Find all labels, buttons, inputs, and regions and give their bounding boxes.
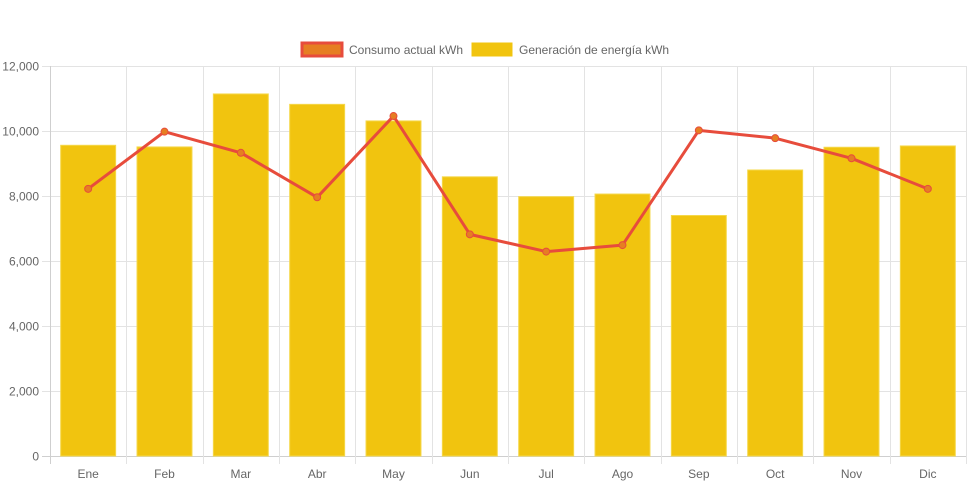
bar-feb[interactable] [136, 146, 193, 457]
bar-jul[interactable] [518, 196, 575, 457]
y-tick-label: 6,000 [9, 255, 39, 269]
y-tick-label: 2,000 [9, 385, 39, 399]
bar-sep[interactable] [670, 215, 727, 457]
point-dic[interactable] [923, 184, 932, 193]
x-tick-label: Oct [766, 467, 785, 481]
x-tick-label: Dic [919, 467, 936, 481]
x-tick-label: Nov [841, 467, 862, 481]
consumo-line [87, 114, 929, 254]
point-feb[interactable] [160, 127, 169, 136]
line-series-consumo [84, 112, 932, 256]
bar-series-generacion [60, 93, 956, 457]
x-tick-label: Sep [688, 467, 710, 481]
y-tick-label: 4,000 [9, 320, 39, 334]
bar-oct[interactable] [747, 169, 804, 457]
legend: Consumo actual kWh Generación de energía… [300, 41, 669, 58]
x-tick-label: Jul [538, 467, 553, 481]
x-tick-label: Feb [154, 467, 175, 481]
point-mar[interactable] [236, 148, 245, 157]
point-oct[interactable] [771, 134, 780, 143]
legend-item-generacion[interactable]: Generación de energía kWh [471, 42, 669, 57]
y-axis: 0 2,000 4,000 6,000 8,000 10,000 12,000 [2, 60, 39, 464]
y-tick-label: 8,000 [9, 190, 39, 204]
legend-swatch-consumo [300, 41, 344, 58]
x-tick-label: Mar [230, 467, 251, 481]
bar-ago[interactable] [594, 193, 651, 457]
x-axis: Ene Feb Mar Abr May Jun Jul Ago Sep Oct Nov Dic [77, 467, 936, 481]
bar-ene[interactable] [60, 144, 117, 457]
point-ene[interactable] [84, 184, 93, 193]
y-tick-label: 10,000 [2, 125, 39, 139]
x-tick-label: Ago [612, 467, 634, 481]
point-may[interactable] [389, 112, 398, 121]
point-sep[interactable] [694, 126, 703, 135]
legend-swatch-generacion [471, 42, 513, 57]
x-tick-label: May [382, 467, 405, 481]
point-jul[interactable] [542, 247, 551, 256]
x-tick-label: Abr [308, 467, 327, 481]
legend-item-consumo[interactable]: Consumo actual kWh [300, 41, 463, 58]
grid [42, 66, 967, 464]
point-abr[interactable] [313, 193, 322, 202]
point-ago[interactable] [618, 241, 627, 250]
x-tick-label: Jun [460, 467, 479, 481]
bar-abr[interactable] [289, 103, 346, 457]
y-tick-label: 12,000 [2, 60, 39, 74]
bar-jun[interactable] [441, 176, 498, 457]
bar-nov[interactable] [823, 146, 880, 457]
point-jun[interactable] [465, 230, 474, 239]
bar-may[interactable] [365, 120, 422, 457]
legend-label-consumo: Consumo actual kWh [349, 43, 463, 57]
bar-dic[interactable] [899, 145, 956, 457]
legend-label-generacion: Generación de energía kWh [519, 43, 669, 57]
x-tick-label: Ene [77, 467, 99, 481]
point-nov[interactable] [847, 154, 856, 163]
y-tick-label: 0 [32, 450, 39, 464]
